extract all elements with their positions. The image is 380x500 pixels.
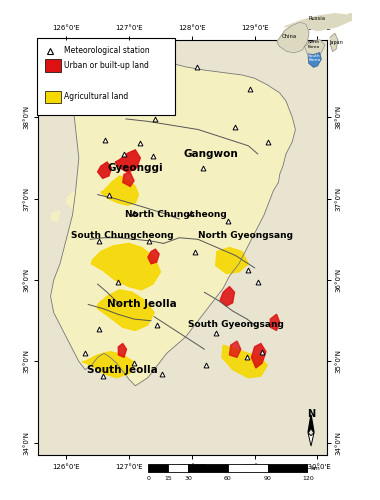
Text: Agricultural land: Agricultural land — [64, 92, 128, 102]
Polygon shape — [66, 192, 79, 208]
Text: 15: 15 — [164, 476, 172, 481]
Polygon shape — [51, 211, 60, 222]
Text: Meteorological station: Meteorological station — [64, 46, 150, 56]
Text: North Jeolla: North Jeolla — [107, 300, 176, 310]
Polygon shape — [308, 53, 321, 67]
Text: North Chungcheong: North Chungcheong — [125, 210, 227, 220]
Polygon shape — [98, 162, 111, 178]
Polygon shape — [101, 176, 138, 205]
Text: South Jeolla: South Jeolla — [87, 364, 158, 374]
Text: South
Korea: South Korea — [308, 54, 321, 62]
Polygon shape — [216, 248, 248, 274]
Text: km: km — [310, 466, 320, 470]
Polygon shape — [220, 286, 234, 306]
Polygon shape — [230, 341, 241, 357]
Text: North Gyeongsang: North Gyeongsang — [198, 231, 293, 240]
Polygon shape — [270, 314, 280, 330]
Polygon shape — [308, 415, 314, 432]
Text: Urban or built-up land: Urban or built-up land — [64, 61, 149, 70]
Text: China: China — [282, 34, 297, 40]
Polygon shape — [304, 40, 325, 56]
Bar — [45, 59, 61, 72]
Bar — [148, 464, 168, 472]
Polygon shape — [277, 22, 309, 53]
Polygon shape — [222, 345, 267, 378]
Polygon shape — [115, 150, 140, 172]
Text: 90: 90 — [264, 476, 272, 481]
Text: 120: 120 — [302, 476, 314, 481]
Polygon shape — [285, 12, 352, 30]
Polygon shape — [252, 344, 266, 368]
Polygon shape — [308, 432, 314, 446]
Text: Japan: Japan — [329, 40, 343, 44]
Text: North
Korea: North Korea — [307, 40, 320, 48]
Text: Russia: Russia — [309, 16, 326, 21]
Bar — [45, 90, 61, 103]
Bar — [168, 464, 188, 472]
Text: Gangwon: Gangwon — [183, 149, 238, 159]
FancyBboxPatch shape — [36, 38, 175, 115]
Polygon shape — [123, 172, 134, 186]
Bar — [228, 464, 268, 472]
Polygon shape — [91, 244, 160, 290]
Polygon shape — [148, 249, 159, 264]
Text: 60: 60 — [224, 476, 232, 481]
Bar — [188, 464, 228, 472]
Text: South Gyeongsang: South Gyeongsang — [188, 320, 284, 330]
Polygon shape — [118, 344, 127, 357]
Polygon shape — [82, 352, 135, 378]
Bar — [268, 464, 308, 472]
Text: 0: 0 — [146, 476, 150, 481]
Text: South Chungcheong: South Chungcheong — [71, 231, 174, 240]
Text: Gyeonggi: Gyeonggi — [108, 163, 163, 173]
Polygon shape — [98, 290, 154, 331]
Polygon shape — [51, 44, 295, 386]
Polygon shape — [330, 34, 338, 52]
Text: 30: 30 — [184, 476, 192, 481]
Text: N: N — [307, 409, 315, 419]
